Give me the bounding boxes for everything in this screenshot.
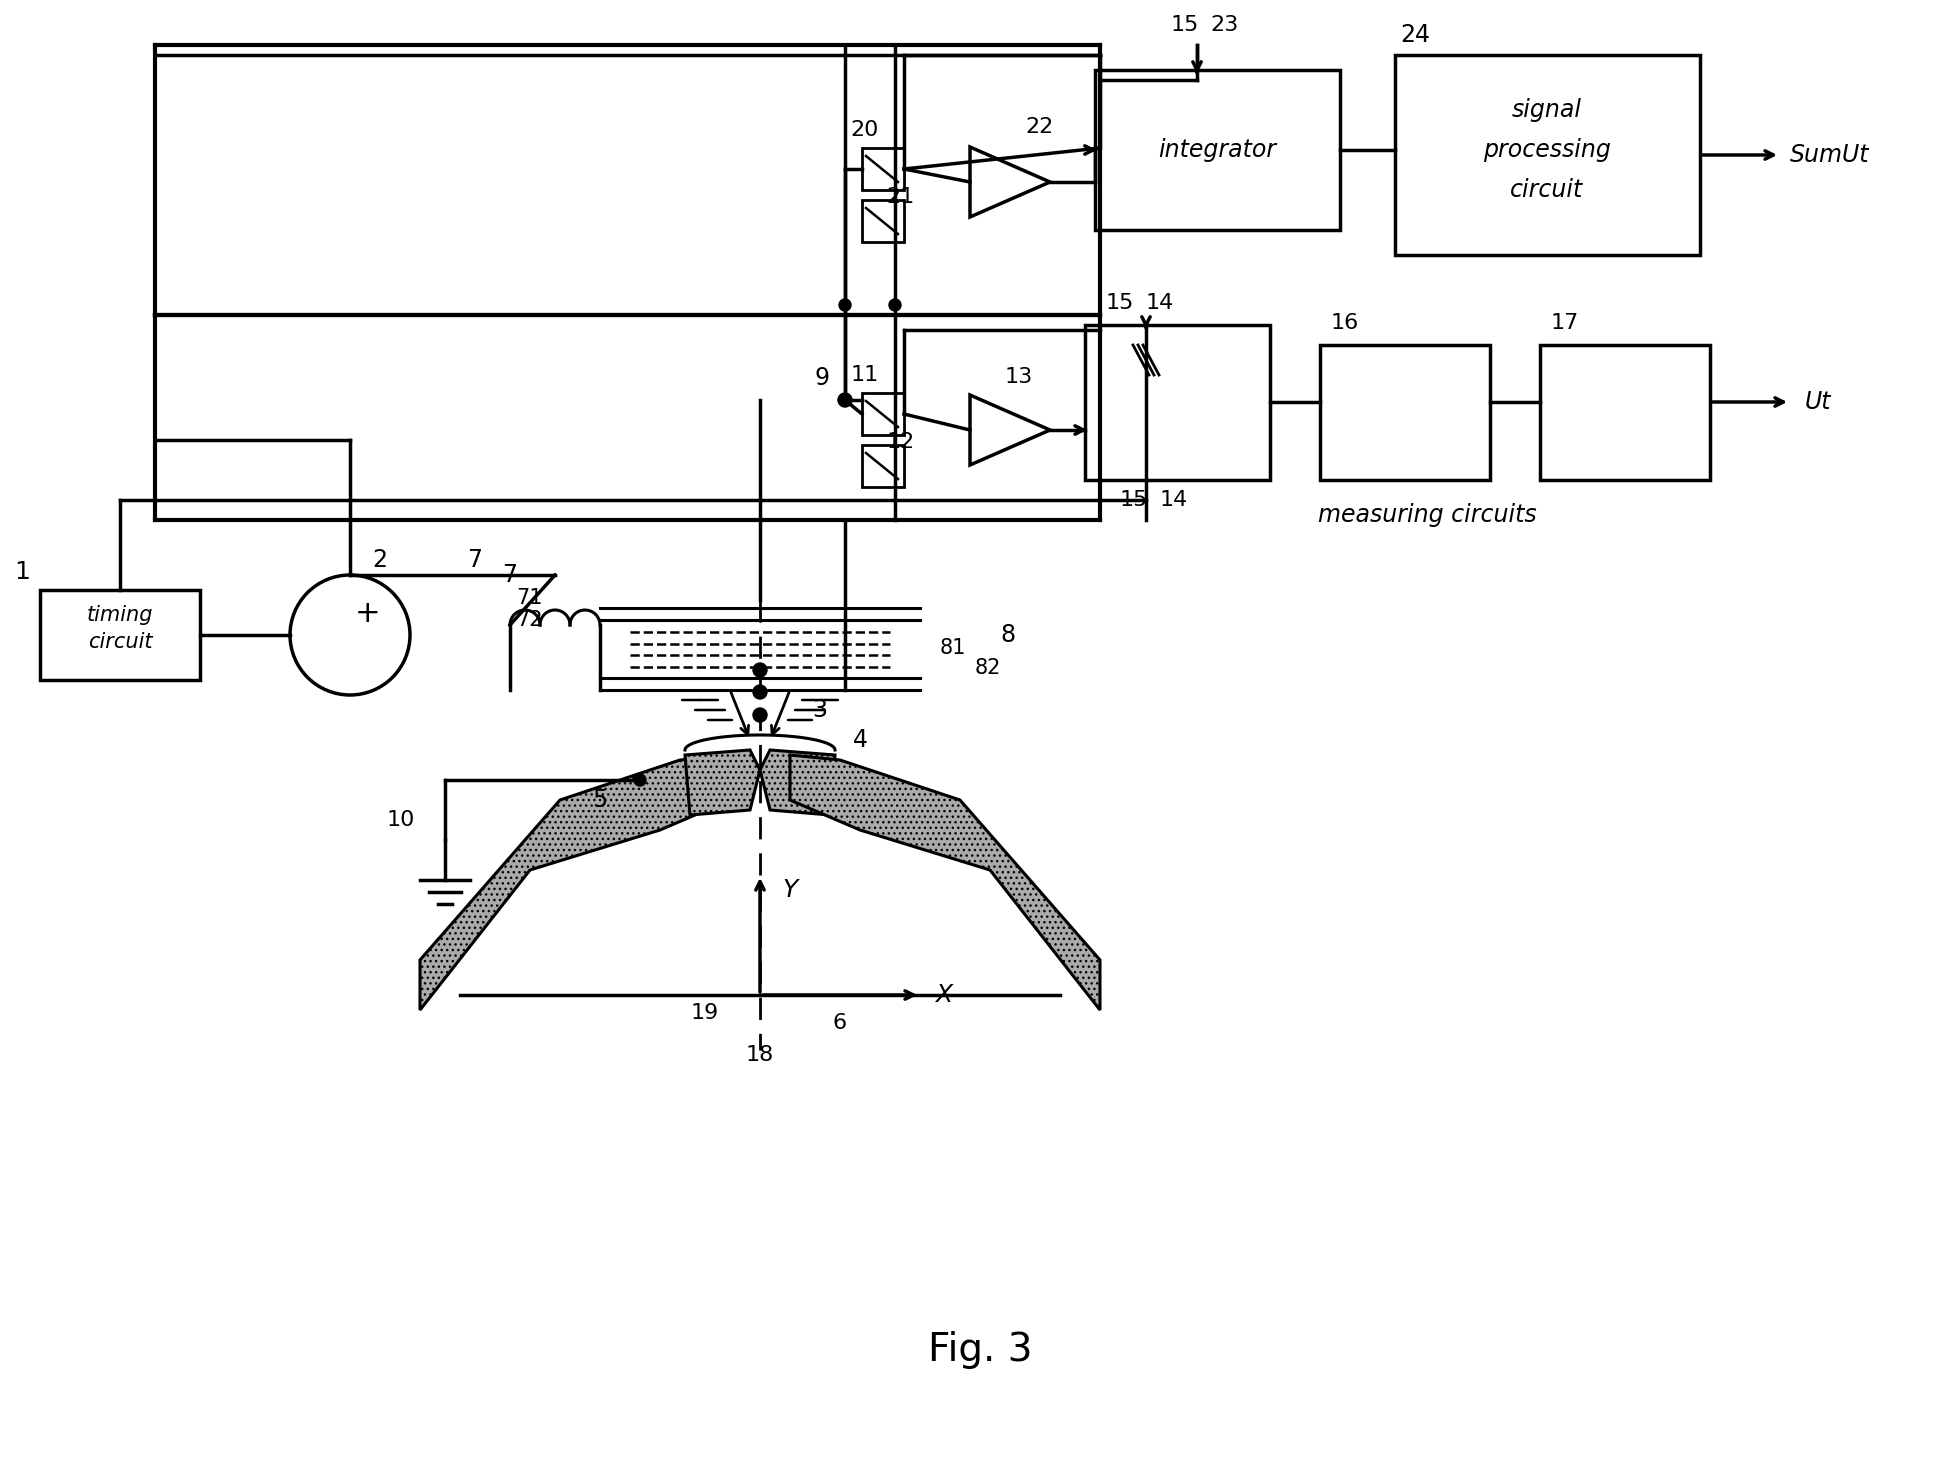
Circle shape bbox=[752, 662, 768, 677]
Text: 16: 16 bbox=[1330, 314, 1360, 333]
Bar bbox=[862, 147, 903, 190]
Text: measuring circuits: measuring circuits bbox=[1318, 503, 1536, 527]
Text: signal: signal bbox=[1512, 98, 1583, 123]
Text: 19: 19 bbox=[692, 1002, 719, 1023]
Text: 20: 20 bbox=[850, 120, 880, 140]
Circle shape bbox=[635, 775, 646, 786]
Text: 8: 8 bbox=[999, 623, 1015, 646]
Text: 18: 18 bbox=[746, 1045, 774, 1065]
Text: 7: 7 bbox=[503, 563, 517, 587]
Text: 3: 3 bbox=[813, 697, 827, 722]
Text: timing: timing bbox=[86, 605, 153, 624]
Text: 12: 12 bbox=[887, 432, 915, 452]
Text: 11: 11 bbox=[850, 365, 880, 385]
Text: circuit: circuit bbox=[88, 632, 153, 652]
Text: 15: 15 bbox=[1171, 15, 1199, 35]
Text: 17: 17 bbox=[1552, 314, 1579, 333]
Text: 81: 81 bbox=[940, 638, 966, 658]
Bar bbox=[1540, 344, 1710, 480]
Text: integrator: integrator bbox=[1158, 139, 1275, 162]
Bar bbox=[1085, 325, 1269, 480]
Text: 21: 21 bbox=[887, 187, 915, 207]
Bar bbox=[862, 445, 903, 487]
Text: Fig. 3: Fig. 3 bbox=[929, 1331, 1032, 1369]
Text: 4: 4 bbox=[852, 728, 868, 751]
Text: 1: 1 bbox=[14, 560, 29, 584]
Bar bbox=[1320, 344, 1491, 480]
Bar bbox=[39, 589, 200, 680]
Bar bbox=[1095, 70, 1340, 231]
Text: 7: 7 bbox=[468, 549, 482, 572]
Text: +: + bbox=[355, 598, 380, 627]
Text: 24: 24 bbox=[1401, 23, 1430, 47]
Text: 10: 10 bbox=[386, 810, 415, 830]
Text: 72: 72 bbox=[517, 610, 543, 630]
Text: 5: 5 bbox=[592, 788, 607, 813]
Text: 6: 6 bbox=[833, 1013, 846, 1033]
Polygon shape bbox=[419, 754, 731, 1010]
Text: 15: 15 bbox=[1121, 490, 1148, 511]
Circle shape bbox=[838, 392, 852, 407]
Bar bbox=[862, 200, 903, 242]
Text: 14: 14 bbox=[1146, 293, 1173, 314]
Text: 23: 23 bbox=[1211, 15, 1240, 35]
Circle shape bbox=[889, 299, 901, 311]
Circle shape bbox=[838, 299, 850, 311]
Text: X: X bbox=[934, 983, 952, 1007]
Circle shape bbox=[752, 684, 768, 699]
Text: 15: 15 bbox=[1105, 293, 1134, 314]
Bar bbox=[1395, 55, 1700, 255]
Text: 14: 14 bbox=[1160, 490, 1187, 511]
Text: 9: 9 bbox=[815, 366, 831, 390]
Polygon shape bbox=[760, 750, 835, 816]
Circle shape bbox=[752, 708, 768, 722]
Text: Ut: Ut bbox=[1804, 390, 1832, 414]
Text: circuit: circuit bbox=[1510, 178, 1583, 201]
Text: 22: 22 bbox=[1025, 117, 1054, 137]
Polygon shape bbox=[789, 754, 1101, 1010]
Text: 82: 82 bbox=[976, 658, 1001, 678]
Text: 13: 13 bbox=[1005, 368, 1032, 387]
Text: processing: processing bbox=[1483, 139, 1610, 162]
Text: Y: Y bbox=[782, 878, 797, 902]
Text: 2: 2 bbox=[372, 549, 388, 572]
Polygon shape bbox=[686, 750, 760, 816]
Bar bbox=[862, 392, 903, 435]
Text: 71: 71 bbox=[517, 588, 543, 608]
Text: SumUt: SumUt bbox=[1791, 143, 1869, 166]
